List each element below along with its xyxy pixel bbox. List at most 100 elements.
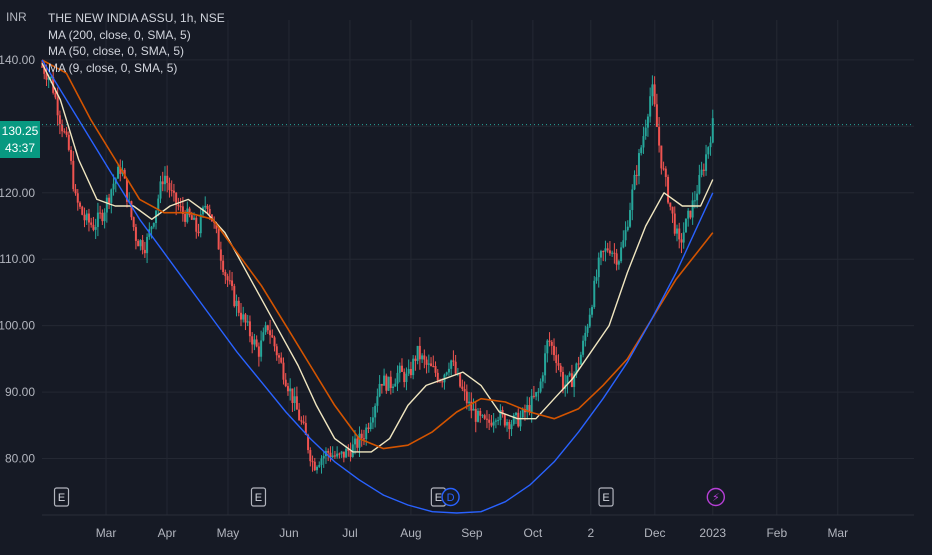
candle-body [61, 123, 64, 132]
marker-label: ⚡ [712, 492, 720, 504]
candle-body [351, 444, 354, 457]
candle-body [711, 118, 714, 143]
candle-body [231, 280, 234, 287]
candle-body [226, 276, 229, 281]
candle-body [219, 249, 222, 261]
candle-body [646, 116, 649, 128]
candle-body [260, 340, 263, 357]
event-markers[interactable]: E E E D E ⚡ [53, 487, 726, 507]
candle-body [235, 300, 238, 307]
legend-ma200[interactable]: MA (200, close, 0, SMA, 5) [48, 27, 191, 42]
candle-body [629, 210, 632, 227]
candle-body [591, 307, 594, 315]
candle-body [137, 240, 140, 247]
candle-body [349, 450, 352, 457]
candle-body [584, 332, 587, 341]
candle-body [633, 174, 636, 190]
candle-body [421, 355, 424, 360]
candle-body [434, 366, 437, 373]
candle-body [280, 357, 283, 363]
candle-body [159, 181, 162, 199]
candle-body [691, 200, 694, 218]
candle-body [186, 208, 189, 222]
candle-body [398, 365, 401, 373]
candle-body [141, 240, 144, 250]
candle-body [342, 451, 345, 458]
candle-body [709, 142, 712, 148]
candle-body [409, 368, 412, 376]
axes: 140.00130.00120.00110.00100.0090.0080.00… [0, 53, 914, 540]
candle-body [367, 427, 370, 430]
candle-body [644, 127, 647, 137]
candle-body [461, 386, 464, 390]
candle-body [445, 372, 448, 375]
candle-body [649, 96, 652, 117]
earnings-marker[interactable] [598, 487, 614, 507]
candle-body [58, 115, 61, 124]
candle-body [673, 213, 676, 234]
candle-body [490, 422, 493, 426]
candle-body [450, 360, 453, 369]
candle-body [544, 353, 547, 376]
candle-body [488, 419, 491, 423]
candle-body [110, 189, 113, 203]
candle-body [423, 355, 426, 360]
candle-body [302, 421, 305, 424]
candle-body [579, 354, 582, 365]
candle-body [604, 248, 607, 252]
candle-body [611, 252, 614, 254]
candle-body [177, 204, 180, 207]
candle-body [195, 217, 198, 232]
candle-body [300, 420, 303, 422]
candle-body [293, 396, 296, 403]
candle-body [432, 366, 435, 368]
candle-body [416, 345, 419, 361]
candle-body [497, 420, 500, 422]
candle-body [532, 395, 535, 397]
legend-symbol[interactable]: THE NEW INDIA ASSU, 1h, NSE [48, 11, 225, 25]
y-tick-label: 120.00 [0, 186, 35, 200]
candle-body [485, 418, 488, 420]
candle-body [481, 415, 484, 417]
candle-body [311, 461, 314, 463]
candle-body [669, 202, 672, 207]
marker-label: E [602, 492, 609, 504]
ma9-line [41, 62, 714, 453]
earnings-marker[interactable] [250, 487, 267, 507]
candle-body [134, 227, 137, 241]
candle-body [700, 169, 703, 175]
candle-body [237, 300, 240, 313]
candle-body [608, 250, 611, 254]
candle-body [595, 277, 598, 281]
candle-body [593, 280, 596, 308]
earnings-marker[interactable] [53, 487, 70, 507]
split-marker[interactable] [706, 487, 726, 507]
candle-body [253, 339, 256, 345]
candle-body [266, 325, 269, 331]
candle-body [152, 223, 155, 227]
candle-body [193, 217, 196, 220]
candle-body [99, 212, 102, 214]
legend-ma50[interactable]: MA (50, close, 0, SMA, 5) [48, 44, 185, 58]
candle-body [298, 409, 301, 421]
candle-body [273, 337, 276, 347]
candle-body [553, 345, 556, 356]
candle-body [85, 213, 88, 221]
candle-body [687, 210, 690, 219]
candle-body [340, 451, 343, 454]
candle-body [463, 389, 466, 392]
legend-ma9[interactable]: MA (9, close, 0, SMA, 5) [48, 60, 178, 75]
candle-body [65, 131, 68, 135]
last-price-badge: 130.25 43:37 [0, 121, 40, 158]
candle-body [275, 346, 278, 356]
candle-body [662, 168, 665, 170]
dividend-marker[interactable] [441, 487, 460, 507]
candle-body [284, 379, 287, 387]
x-tick-label: 2 [587, 526, 594, 540]
candle-body [412, 358, 415, 376]
candle-body [94, 226, 97, 230]
candle-body [172, 190, 175, 193]
candle-body [175, 192, 178, 205]
